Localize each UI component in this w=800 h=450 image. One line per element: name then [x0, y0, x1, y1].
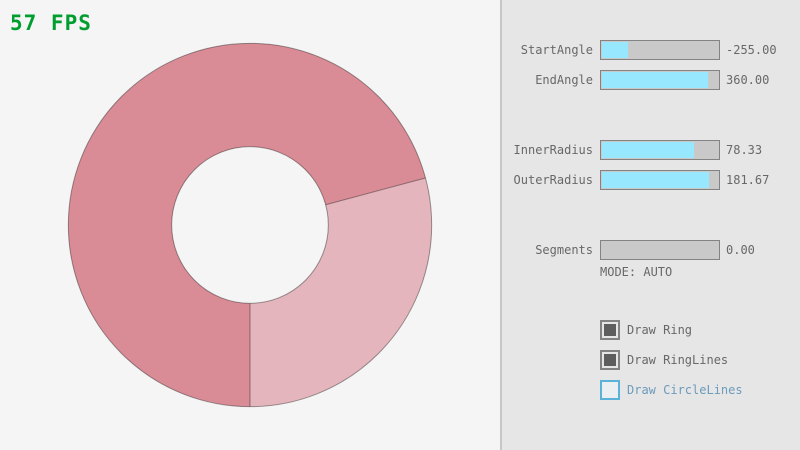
segments-slider[interactable] — [600, 240, 720, 260]
start-angle-slider[interactable] — [600, 40, 720, 60]
slider-fill — [602, 172, 709, 188]
slider-label: Segments — [535, 243, 593, 257]
checkbox-label: Draw Ring — [627, 323, 693, 337]
slider-value: -255.00 — [726, 43, 777, 57]
slider-value: 181.67 — [726, 173, 770, 187]
slider-value: 360.00 — [726, 73, 770, 87]
checkmark — [604, 324, 616, 336]
ring-inner-outline — [171, 146, 329, 304]
fps-counter: 57 FPS — [10, 11, 92, 35]
slider-label: EndAngle — [535, 73, 593, 87]
draw-ring-checkbox[interactable] — [600, 320, 620, 340]
slider-label: StartAngle — [520, 43, 593, 57]
draw-circlelines-checkbox[interactable] — [600, 380, 620, 400]
ring-sector-overlap — [68, 43, 426, 407]
slider-fill — [602, 72, 708, 88]
ring-chart — [67, 42, 433, 408]
ring-sector-single — [250, 177, 432, 407]
slider-value: 0.00 — [726, 243, 755, 257]
draw-ringlines-checkbox[interactable] — [600, 350, 620, 370]
slider-label: OuterRadius — [513, 173, 593, 187]
slider-value: 78.33 — [726, 143, 763, 157]
inner-radius-slider[interactable] — [600, 140, 720, 160]
outer-radius-slider[interactable] — [600, 170, 720, 190]
slider-fill — [602, 142, 694, 158]
ring-radial-line-right — [325, 177, 426, 206]
mode-text: MODE: AUTO — [600, 265, 673, 279]
checkbox-label: Draw RingLines — [627, 353, 729, 367]
checkbox-label: Draw CircleLines — [627, 383, 743, 397]
checkmark — [604, 354, 616, 366]
slider-fill — [602, 42, 628, 58]
end-angle-slider[interactable] — [600, 70, 720, 90]
ring-outer-outline — [67, 42, 433, 408]
slider-label: InnerRadius — [513, 143, 593, 157]
